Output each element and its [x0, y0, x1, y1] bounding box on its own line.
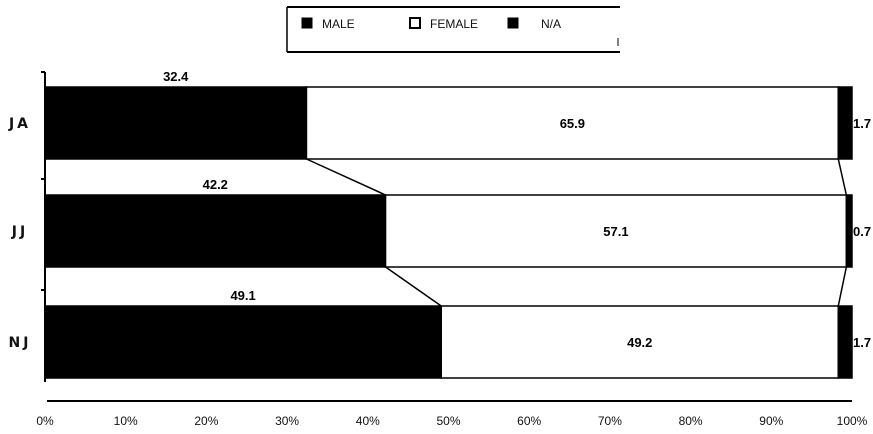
category-label-ja: JA: [8, 116, 31, 132]
x-tick-label: 50%: [436, 414, 460, 428]
series-connector-line: [837, 266, 848, 307]
data-label-female-ja: 65.9: [560, 116, 585, 131]
x-tick-label: 100%: [837, 414, 868, 428]
series-connector-line: [837, 158, 848, 196]
x-tick-label: 90%: [759, 414, 783, 428]
plot-area: JA 32.4 65.9 1.7 JJ 42.2 57.1 0.7 NJ 49.1 49.2 1.7: [8, 69, 871, 382]
category-label-nj: NJ: [9, 335, 32, 351]
bar-male-nj: [44, 305, 442, 379]
data-label-na-jj: 0.7: [853, 224, 871, 239]
legend-label-male: MALE: [322, 17, 355, 31]
bar-male-ja: [44, 86, 308, 160]
data-label-male-jj: 42.2: [203, 177, 228, 192]
x-tick-label: 70%: [598, 414, 622, 428]
x-tick-label: 20%: [194, 414, 218, 428]
legend-swatch-female: [409, 17, 421, 29]
bar-female-jj: [384, 194, 848, 268]
x-tick-label: 30%: [275, 414, 299, 428]
series-connector-line: [306, 158, 386, 196]
bar-na-nj: [837, 305, 853, 379]
data-label-female-nj: 49.2: [627, 335, 652, 350]
bar-na-ja: [837, 86, 853, 160]
bar-na-jj: [845, 194, 853, 268]
data-label-female-jj: 57.1: [603, 224, 628, 239]
x-tick-label: 0%: [36, 414, 54, 428]
data-label-na-nj: 1.7: [853, 335, 871, 350]
x-axis: 0% 10% 20% 30% 40% 50% 60% 70% 80% 90% 100%: [36, 400, 868, 428]
category-label-jj: JJ: [11, 224, 28, 240]
legend-swatch-male: [301, 17, 313, 29]
legend-swatch-na: [507, 17, 519, 29]
x-tick-label: 10%: [114, 414, 138, 428]
data-label-male-nj: 49.1: [230, 288, 255, 303]
series-connector-line: [385, 266, 442, 307]
data-label-na-ja: 1.7: [853, 116, 871, 131]
bar-female-ja: [305, 86, 840, 160]
legend-label-na: N/A: [541, 17, 561, 31]
x-tick-label: 40%: [356, 414, 380, 428]
legend: MALE FEMALE N/A: [286, 6, 620, 53]
bar-male-jj: [44, 194, 387, 268]
legend-label-female: FEMALE: [430, 17, 478, 31]
data-label-male-ja: 32.4: [163, 69, 189, 84]
x-tick-label: 60%: [517, 414, 541, 428]
x-tick-label: 80%: [679, 414, 703, 428]
